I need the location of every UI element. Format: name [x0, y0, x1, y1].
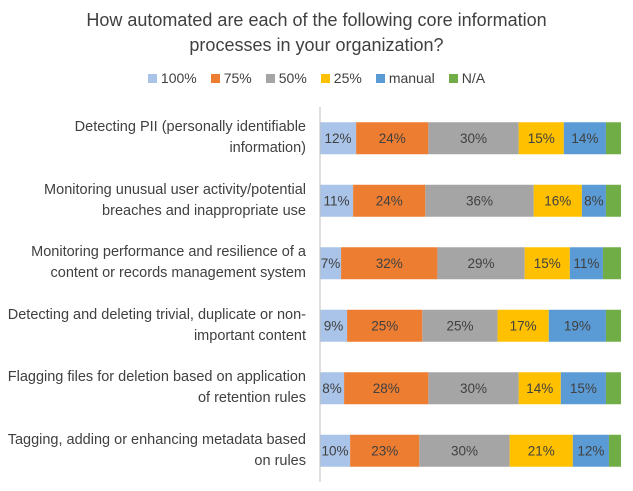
data-label: 24%	[379, 131, 406, 146]
bar-segment	[350, 434, 420, 467]
data-label: 17%	[510, 318, 537, 333]
data-label: 25%	[371, 318, 398, 333]
bar-segment	[344, 372, 429, 405]
data-label: 32%	[376, 256, 403, 271]
bar-segment	[425, 184, 534, 217]
data-label: 30%	[451, 443, 478, 458]
bar-segment	[422, 309, 498, 342]
data-label: 15%	[570, 381, 597, 396]
data-label: 21%	[528, 443, 555, 458]
legend-swatch	[210, 73, 220, 83]
data-label: 12%	[325, 131, 352, 146]
data-label: 14%	[571, 131, 598, 146]
data-label: 25%	[446, 318, 473, 333]
data-label: 15%	[534, 256, 561, 271]
legend-label: 25%	[333, 70, 362, 86]
bar-segment	[320, 372, 345, 405]
y-tick-label: Monitoring performance and resilience of…	[31, 244, 306, 282]
bar-segment	[518, 372, 561, 405]
data-label: 14%	[526, 381, 553, 396]
y-tick-label: Detecting PII (personally identifiable i…	[74, 119, 306, 157]
legend-item: manual	[375, 70, 435, 86]
bar-segment	[524, 247, 570, 280]
bar-segment	[602, 247, 621, 280]
bar-segment	[437, 247, 525, 280]
bar-segment	[560, 372, 606, 405]
y-tick-label: Tagging, adding or enhancing metadata ba…	[7, 431, 306, 469]
bar-segment	[353, 184, 426, 217]
legend-label: N/A	[461, 70, 486, 86]
bar-segment	[320, 184, 354, 217]
legend-label: 100%	[160, 70, 197, 86]
data-label: 28%	[373, 381, 400, 396]
legend: 100% 75% 50% 25% manual N/A	[0, 70, 633, 86]
data-label: 11%	[324, 193, 350, 208]
chart-title: How automated are each of the following …	[86, 10, 547, 55]
data-label: 30%	[460, 131, 487, 146]
legend-swatch	[147, 73, 157, 83]
legend-swatch	[448, 73, 458, 83]
y-tick-label: Flagging files for deletion based on app…	[7, 369, 306, 407]
legend-item: 75%	[210, 70, 252, 86]
bar-segment	[347, 309, 423, 342]
data-label: 9%	[324, 318, 344, 333]
bar-segment	[563, 122, 606, 155]
bar-segment	[518, 122, 564, 155]
bar-segment	[605, 372, 621, 405]
data-label: 23%	[371, 443, 398, 458]
bar-segment	[548, 309, 606, 342]
legend-item: 100%	[147, 70, 197, 86]
legend-label: 50%	[278, 70, 307, 86]
bar-segment	[605, 309, 621, 342]
data-label: 10%	[322, 443, 349, 458]
data-label: 15%	[528, 131, 555, 146]
bar-segment	[572, 434, 609, 467]
legend-swatch	[375, 73, 385, 83]
bar-segment	[320, 434, 351, 467]
legend-swatch	[265, 73, 275, 83]
legend-label: manual	[388, 70, 435, 86]
legend-item: N/A	[448, 70, 486, 86]
data-label: 29%	[468, 256, 495, 271]
data-label: 8%	[322, 381, 342, 396]
bar-segment	[497, 309, 549, 342]
data-label: 36%	[466, 193, 493, 208]
data-label: 8%	[584, 193, 604, 208]
bar-segment	[341, 247, 438, 280]
data-label: 19%	[564, 318, 591, 333]
bar-segment	[581, 184, 606, 217]
bar-segment	[428, 372, 519, 405]
bar-segment	[320, 309, 348, 342]
bar-segment	[428, 122, 519, 155]
bar-segment	[608, 434, 621, 467]
legend-item: 25%	[320, 70, 362, 86]
legend-swatch	[320, 73, 330, 83]
bar-segment	[569, 247, 603, 280]
legend-item: 50%	[265, 70, 307, 86]
legend-label: 75%	[223, 70, 252, 86]
data-label: 12%	[577, 443, 604, 458]
bar-segment	[605, 122, 621, 155]
bar-segment	[533, 184, 582, 217]
data-label: 16%	[544, 193, 571, 208]
bar-segment	[509, 434, 573, 467]
bar-segment	[419, 434, 510, 467]
bar-segment	[605, 184, 621, 217]
data-label: 11%	[573, 256, 599, 271]
bar-segment	[320, 247, 342, 280]
bar-segment	[320, 122, 357, 155]
bar-segment	[356, 122, 429, 155]
y-tick-label: Detecting and deleting trivial, duplicat…	[7, 306, 306, 344]
y-tick-label: Monitoring unusual user activity/potenti…	[44, 181, 306, 219]
data-label: 24%	[376, 193, 403, 208]
data-label: 7%	[321, 256, 341, 271]
data-label: 30%	[460, 381, 487, 396]
